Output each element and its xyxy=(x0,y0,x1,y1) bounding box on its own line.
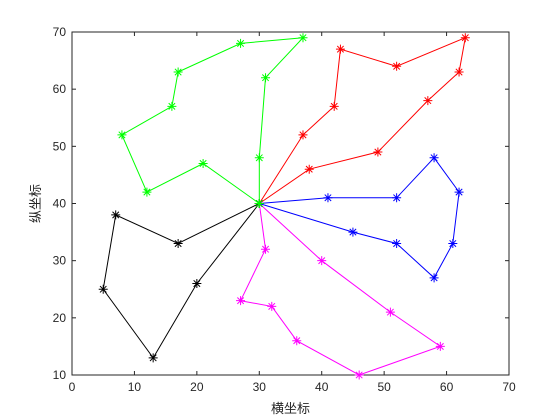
x-tick-label: 0 xyxy=(69,380,76,394)
data-point xyxy=(329,101,339,111)
x-axis-label: 横坐标 xyxy=(271,402,310,417)
data-point xyxy=(354,370,364,380)
data-point xyxy=(392,61,402,71)
y-tick-label: 30 xyxy=(53,254,67,268)
data-point xyxy=(267,301,277,311)
data-point xyxy=(454,67,464,77)
data-point xyxy=(173,67,183,77)
data-point xyxy=(323,193,333,203)
data-point xyxy=(292,336,302,346)
x-tick-label: 50 xyxy=(377,380,391,394)
data-point xyxy=(373,147,383,157)
data-point xyxy=(298,130,308,140)
data-point xyxy=(317,256,327,266)
y-tick-label: 10 xyxy=(53,368,67,382)
data-point xyxy=(298,33,308,43)
data-point xyxy=(348,227,358,237)
data-point xyxy=(385,307,395,317)
data-point xyxy=(198,158,208,168)
data-point xyxy=(148,353,158,363)
data-point xyxy=(454,187,464,197)
data-point xyxy=(173,239,183,249)
y-tick-label: 60 xyxy=(53,82,67,96)
data-point xyxy=(192,279,202,289)
data-point xyxy=(254,199,264,208)
series-line xyxy=(259,157,460,279)
data-point xyxy=(448,239,458,249)
data-point xyxy=(98,284,108,294)
data-point xyxy=(142,187,152,197)
data-point xyxy=(304,164,314,174)
data-point xyxy=(429,273,439,283)
data-point xyxy=(460,33,470,43)
data-point xyxy=(117,130,127,140)
data-point xyxy=(423,96,433,106)
y-tick-label: 20 xyxy=(53,311,67,325)
x-tick-label: 30 xyxy=(253,380,267,394)
x-tick-label: 70 xyxy=(502,380,516,394)
data-point xyxy=(335,44,345,54)
data-point xyxy=(435,341,445,351)
y-tick-label: 50 xyxy=(53,139,67,153)
y-tick-label: 40 xyxy=(53,197,67,211)
plot-area xyxy=(71,31,510,376)
x-tick-label: 60 xyxy=(440,380,454,394)
data-point xyxy=(254,153,264,163)
data-point xyxy=(236,296,246,306)
data-point xyxy=(392,239,402,249)
data-point xyxy=(429,153,439,163)
data-point xyxy=(392,193,402,203)
y-axis-label: 纵坐标 xyxy=(29,184,44,223)
y-tick-label: 70 xyxy=(53,25,67,39)
data-point xyxy=(236,38,246,48)
series-5 xyxy=(117,33,308,208)
x-tick-label: 40 xyxy=(315,380,329,394)
data-point xyxy=(261,73,271,83)
series-layer xyxy=(98,33,470,380)
data-point xyxy=(261,244,271,254)
x-tick-label: 20 xyxy=(190,380,204,394)
series-2 xyxy=(254,153,464,283)
series-line xyxy=(239,203,442,376)
x-tick-label: 10 xyxy=(128,380,142,394)
data-point xyxy=(167,101,177,111)
data-point xyxy=(111,210,121,220)
